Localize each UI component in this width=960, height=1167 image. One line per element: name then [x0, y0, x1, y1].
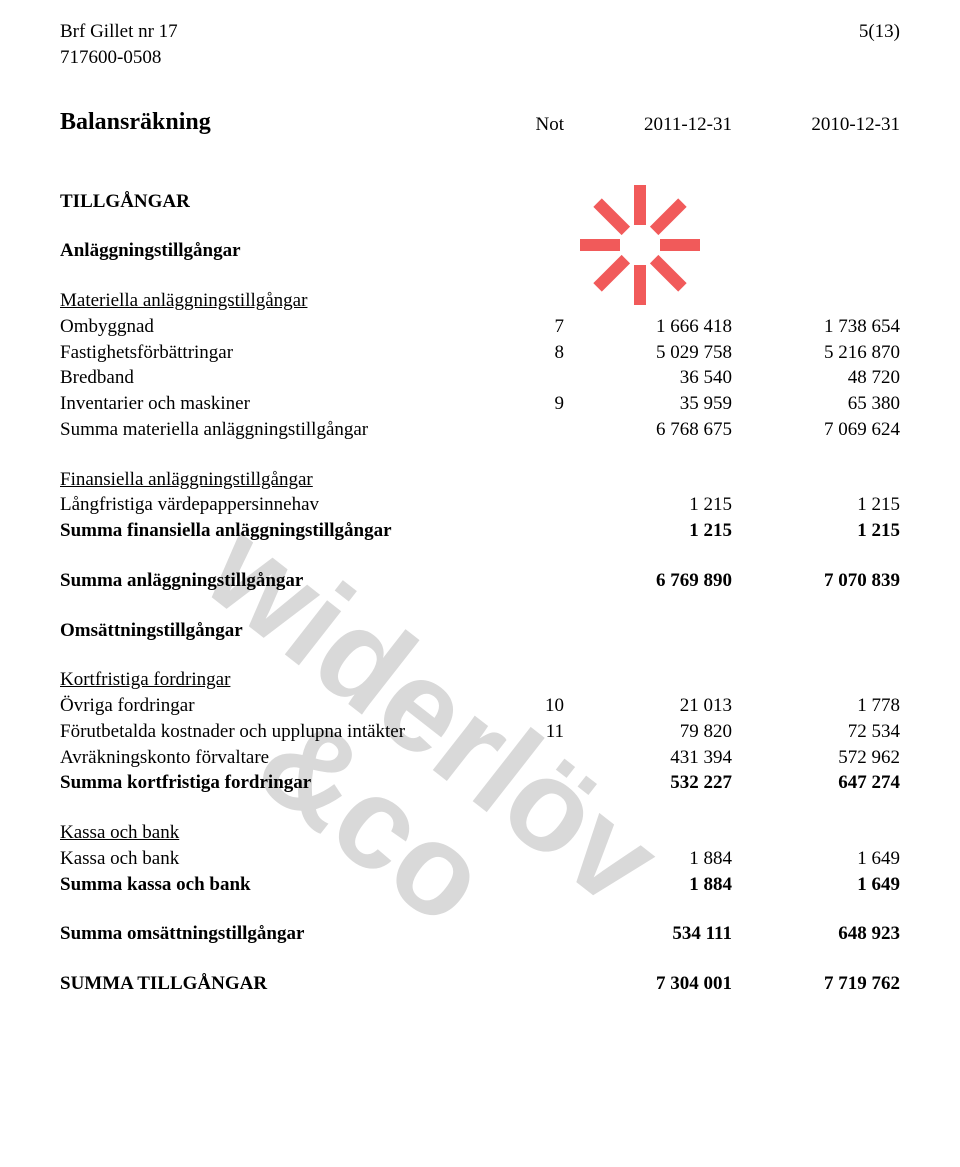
- row-value: 48 720: [732, 365, 900, 391]
- row-value: 1 215: [732, 518, 900, 544]
- row-value: 5 216 870: [732, 340, 900, 366]
- row-label: Summa omsättningstillgångar: [60, 921, 514, 947]
- table-row: Övriga fordringar 10 21 013 1 778: [60, 693, 900, 719]
- sum-row: Summa kassa och bank 1 884 1 649: [60, 872, 900, 898]
- org-name: Brf Gillet nr 17: [60, 20, 178, 44]
- row-label: Övriga fordringar: [60, 693, 514, 719]
- row-value: 6 768 675: [564, 417, 732, 443]
- col-header-date2: 2010-12-31: [732, 106, 900, 143]
- row-value: 72 534: [732, 719, 900, 745]
- row-label: Bredband: [60, 365, 514, 391]
- row-value: 1 215: [564, 492, 732, 518]
- section-heading: Omsättningstillgångar: [60, 618, 514, 644]
- row-label: Summa kortfristiga fordringar: [60, 770, 514, 796]
- table-row: Förutbetalda kostnader och upplupna intä…: [60, 719, 900, 745]
- row-value: 1 215: [732, 492, 900, 518]
- row-note: [514, 365, 564, 391]
- sum-row: Summa finansiella anläggningstillgångar …: [60, 518, 900, 544]
- table-row: Kassa och bank 1 884 1 649: [60, 846, 900, 872]
- sub-heading: Kassa och bank: [60, 820, 514, 846]
- row-value: 79 820: [564, 719, 732, 745]
- row-value: 65 380: [732, 391, 900, 417]
- row-value: 1 884: [564, 872, 732, 898]
- row-note: 7: [514, 314, 564, 340]
- row-label: Kassa och bank: [60, 846, 514, 872]
- table-row: Inventarier och maskiner 9 35 959 65 380: [60, 391, 900, 417]
- row-label: Förutbetalda kostnader och upplupna intä…: [60, 719, 514, 745]
- row-value: 532 227: [564, 770, 732, 796]
- row-note: 11: [514, 719, 564, 745]
- row-value: 648 923: [732, 921, 900, 947]
- row-note: 8: [514, 340, 564, 366]
- row-value: 1 215: [564, 518, 732, 544]
- sum-row: Summa kortfristiga fordringar 532 227 64…: [60, 770, 900, 796]
- row-value: 431 394: [564, 745, 732, 771]
- row-note: [514, 745, 564, 771]
- row-label: Fastighetsförbättringar: [60, 340, 514, 366]
- row-value: 7 069 624: [732, 417, 900, 443]
- sub-heading: Finansiella anläggningstillgångar: [60, 467, 514, 493]
- row-value: 534 111: [564, 921, 732, 947]
- row-label: Summa finansiella anläggningstillgångar: [60, 518, 514, 544]
- row-value: 35 959: [564, 391, 732, 417]
- row-label: Inventarier och maskiner: [60, 391, 514, 417]
- page-number: 5(13): [859, 20, 900, 44]
- balance-table: Balansräkning Not 2011-12-31 2010-12-31 …: [60, 106, 900, 997]
- sum-row: Summa materiella anläggningstillgångar 6…: [60, 417, 900, 443]
- sum-row: Summa omsättningstillgångar 534 111 648 …: [60, 921, 900, 947]
- row-note: 9: [514, 391, 564, 417]
- row-note: [514, 846, 564, 872]
- row-label: SUMMA TILLGÅNGAR: [60, 971, 514, 997]
- row-label: Summa materiella anläggningstillgångar: [60, 417, 514, 443]
- row-label: Avräkningskonto förvaltare: [60, 745, 514, 771]
- sub-heading: Materiella anläggningstillgångar: [60, 288, 514, 314]
- row-label: Summa kassa och bank: [60, 872, 514, 898]
- section-heading: Anläggningstillgångar: [60, 238, 514, 264]
- row-value: 647 274: [732, 770, 900, 796]
- row-value: 1 738 654: [732, 314, 900, 340]
- row-value: 6 769 890: [564, 568, 732, 594]
- row-value: 572 962: [732, 745, 900, 771]
- table-row: Bredband 36 540 48 720: [60, 365, 900, 391]
- row-label: Långfristiga värdepappersinnehav: [60, 492, 514, 518]
- row-value: 21 013: [564, 693, 732, 719]
- row-note: 10: [514, 693, 564, 719]
- row-value: 1 649: [732, 846, 900, 872]
- row-label: Summa anläggningstillgångar: [60, 568, 514, 594]
- org-number: 717600-0508: [60, 46, 900, 70]
- table-row: Fastighetsförbättringar 8 5 029 758 5 21…: [60, 340, 900, 366]
- row-value: 1 884: [564, 846, 732, 872]
- table-row: Avräkningskonto förvaltare 431 394 572 9…: [60, 745, 900, 771]
- table-row: Ombyggnad 7 1 666 418 1 738 654: [60, 314, 900, 340]
- row-value: 36 540: [564, 365, 732, 391]
- row-value: 1 649: [732, 872, 900, 898]
- sum-row: Summa anläggningstillgångar 6 769 890 7 …: [60, 568, 900, 594]
- col-header-note: Not: [514, 106, 564, 143]
- grand-total-row: SUMMA TILLGÅNGAR 7 304 001 7 719 762: [60, 971, 900, 997]
- page-title: Balansräkning: [60, 106, 514, 143]
- row-note: [514, 492, 564, 518]
- table-row: Långfristiga värdepappersinnehav 1 215 1…: [60, 492, 900, 518]
- row-value: 5 029 758: [564, 340, 732, 366]
- row-value: 7 070 839: [732, 568, 900, 594]
- row-value: 1 778: [732, 693, 900, 719]
- sub-heading: Kortfristiga fordringar: [60, 667, 514, 693]
- row-label: Ombyggnad: [60, 314, 514, 340]
- row-value: 7 719 762: [732, 971, 900, 997]
- section-heading: TILLGÅNGAR: [60, 189, 514, 215]
- col-header-date1: 2011-12-31: [564, 106, 732, 143]
- row-value: 7 304 001: [564, 971, 732, 997]
- row-value: 1 666 418: [564, 314, 732, 340]
